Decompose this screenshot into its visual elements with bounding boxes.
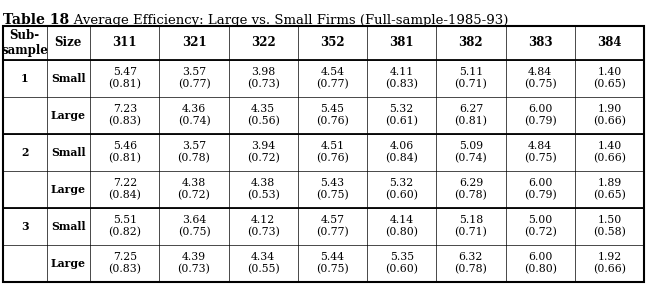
Text: 5.43
(0.75): 5.43 (0.75)	[316, 178, 349, 201]
Text: 3: 3	[21, 221, 28, 232]
Text: 6.32
(0.78): 6.32 (0.78)	[454, 252, 487, 275]
Text: Large: Large	[51, 258, 86, 269]
Text: 5.46
(0.81): 5.46 (0.81)	[108, 141, 141, 164]
Text: 383: 383	[528, 37, 553, 50]
Text: 4.36
(0.74): 4.36 (0.74)	[178, 104, 210, 127]
Text: Sub-
sample: Sub- sample	[1, 29, 49, 57]
Text: 4.34
(0.55): 4.34 (0.55)	[247, 252, 280, 275]
Text: 5.51
(0.82): 5.51 (0.82)	[108, 215, 141, 238]
Text: 7.25
(0.83): 7.25 (0.83)	[108, 252, 141, 275]
Text: 5.45
(0.76): 5.45 (0.76)	[316, 104, 349, 127]
Text: 1.89
(0.65): 1.89 (0.65)	[593, 178, 626, 201]
Text: 4.06
(0.84): 4.06 (0.84)	[385, 141, 418, 164]
Text: 5.35
(0.60): 5.35 (0.60)	[385, 252, 418, 275]
Text: 7.22
(0.84): 7.22 (0.84)	[108, 178, 141, 201]
Text: Small: Small	[51, 221, 85, 232]
Text: 4.38
(0.72): 4.38 (0.72)	[177, 178, 210, 201]
Text: 311: 311	[113, 37, 137, 50]
Text: 1.50
(0.58): 1.50 (0.58)	[593, 215, 626, 238]
Text: Size: Size	[55, 37, 82, 50]
Text: 5.11
(0.71): 5.11 (0.71)	[454, 67, 487, 90]
Text: 5.09
(0.74): 5.09 (0.74)	[455, 141, 487, 164]
Text: 4.84
(0.75): 4.84 (0.75)	[524, 67, 556, 90]
Text: 1.92
(0.66): 1.92 (0.66)	[593, 252, 626, 275]
Text: 6.00
(0.79): 6.00 (0.79)	[524, 178, 556, 201]
Text: 4.14
(0.80): 4.14 (0.80)	[385, 215, 418, 238]
Text: 4.38
(0.53): 4.38 (0.53)	[247, 178, 280, 201]
Text: 1.40
(0.66): 1.40 (0.66)	[593, 141, 626, 164]
Text: 1.40
(0.65): 1.40 (0.65)	[593, 67, 626, 90]
Text: 5.00
(0.72): 5.00 (0.72)	[523, 215, 556, 238]
Text: 5.18
(0.71): 5.18 (0.71)	[454, 215, 487, 238]
Text: 5.44
(0.75): 5.44 (0.75)	[316, 252, 349, 275]
Text: 4.51
(0.76): 4.51 (0.76)	[316, 141, 349, 164]
Text: 381: 381	[389, 37, 414, 50]
Bar	[3, 26, 644, 282]
Text: 384: 384	[597, 37, 622, 50]
Text: 2: 2	[21, 147, 28, 158]
Text: 6.27
(0.81): 6.27 (0.81)	[454, 104, 487, 127]
Text: 7.23
(0.83): 7.23 (0.83)	[108, 104, 141, 127]
Text: 3.57
(0.78): 3.57 (0.78)	[177, 141, 210, 164]
Text: 4.35
(0.56): 4.35 (0.56)	[247, 104, 280, 127]
Text: Small: Small	[51, 73, 85, 84]
Text: Large: Large	[51, 110, 86, 121]
Text: 4.84
(0.75): 4.84 (0.75)	[524, 141, 556, 164]
Text: 4.12
(0.73): 4.12 (0.73)	[247, 215, 280, 238]
Text: 3.64
(0.75): 3.64 (0.75)	[178, 215, 210, 238]
Text: 4.54
(0.77): 4.54 (0.77)	[316, 67, 349, 90]
Text: Small: Small	[51, 147, 85, 158]
Text: 6.00
(0.79): 6.00 (0.79)	[524, 104, 556, 127]
Text: 4.39
(0.73): 4.39 (0.73)	[177, 252, 210, 275]
Text: 1: 1	[21, 73, 28, 84]
Text: 1.90
(0.66): 1.90 (0.66)	[593, 104, 626, 127]
Text: Large: Large	[51, 184, 86, 195]
Text: 352: 352	[320, 37, 345, 50]
Text: 5.32
(0.61): 5.32 (0.61)	[385, 104, 418, 127]
Text: 382: 382	[459, 37, 483, 50]
Text: 3.98
(0.73): 3.98 (0.73)	[247, 67, 280, 90]
Text: 5.32
(0.60): 5.32 (0.60)	[385, 178, 418, 201]
Text: 3.94
(0.72): 3.94 (0.72)	[247, 141, 280, 164]
Text: 6.29
(0.78): 6.29 (0.78)	[454, 178, 487, 201]
Text: 3.57
(0.77): 3.57 (0.77)	[178, 67, 210, 90]
Text: 5.47
(0.81): 5.47 (0.81)	[108, 67, 141, 90]
Text: Average Efficiency: Large vs. Small Firms (Full-sample-1985-93): Average Efficiency: Large vs. Small Firm…	[61, 14, 509, 27]
Text: 321: 321	[182, 37, 206, 50]
Text: Table 18: Table 18	[3, 14, 69, 28]
Text: 4.57
(0.77): 4.57 (0.77)	[316, 215, 349, 238]
Text: 322: 322	[251, 37, 276, 50]
Text: 6.00
(0.80): 6.00 (0.80)	[523, 252, 556, 275]
Text: 4.11
(0.83): 4.11 (0.83)	[385, 67, 418, 90]
